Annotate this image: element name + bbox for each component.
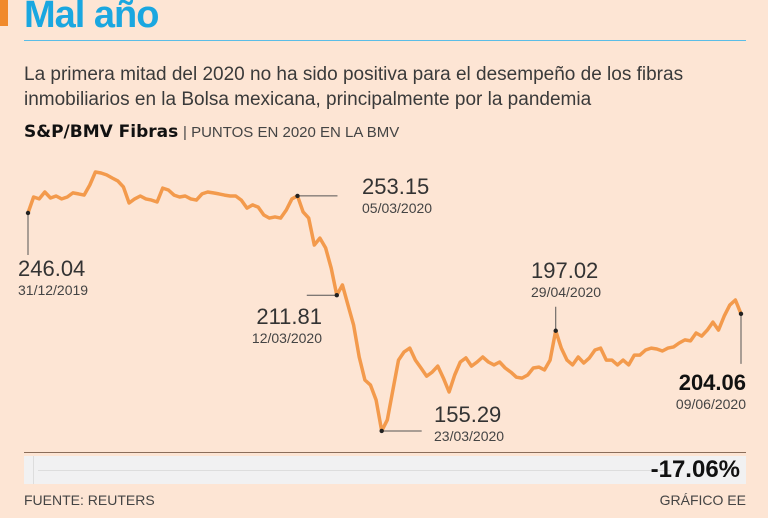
- bottom-divider: [24, 452, 746, 453]
- annotation-date: 12/03/2020: [251, 330, 322, 346]
- annotation-rebound: 197.02 29/04/2020: [531, 258, 601, 300]
- page-title: Mal año: [24, 0, 159, 36]
- annotation-point: [553, 328, 558, 333]
- chart-title-row: S&P/BMV Fibras | PUNTOS EN 2020 EN LA BM…: [24, 122, 399, 142]
- bar-tick: [33, 456, 34, 484]
- annotation-start: 246.04 31/12/2019: [18, 256, 88, 298]
- annotation-value: 246.04: [18, 256, 86, 281]
- annotation-drop: 211.81 12/03/2020: [240, 304, 322, 346]
- annotation-date: 05/03/2020: [362, 200, 433, 216]
- change-bar: -17.06%: [24, 456, 746, 484]
- annotation-date: 23/03/2020: [434, 428, 505, 444]
- chart-title: S&P/BMV Fibras: [24, 122, 179, 142]
- annotation-end: 204.06 09/06/2020: [676, 370, 746, 412]
- annotation-point: [295, 193, 300, 199]
- annotation-date: 31/12/2019: [18, 282, 89, 298]
- annotation-value: 197.02: [531, 258, 599, 283]
- bar-line: [38, 470, 670, 471]
- annotation-value: 253.15: [362, 174, 430, 199]
- annotation-point: [379, 428, 384, 434]
- title-accent: [0, 0, 8, 26]
- annotation-point: [738, 311, 744, 317]
- annotation-peak: 253.15 05/03/2020: [362, 174, 432, 216]
- annotation-point: [25, 210, 31, 216]
- annotation-date: 29/04/2020: [531, 284, 602, 300]
- annotation-value: 155.29: [434, 402, 502, 427]
- annotation-point: [334, 293, 339, 298]
- credit: GRÁFICO EE: [659, 492, 746, 508]
- subtitle: La primera mitad del 2020 no ha sido pos…: [24, 64, 684, 110]
- title-divider: [24, 40, 746, 41]
- annotation-low: 155.29 23/03/2020: [434, 402, 504, 444]
- chart-subtitle: | PUNTOS EN 2020 EN LA BMV: [183, 124, 400, 141]
- source: FUENTE: REUTERS: [24, 492, 155, 508]
- annotation-value: 204.06: [678, 370, 746, 395]
- annotation-date: 09/06/2020: [675, 396, 746, 412]
- annotation-value: 211.81: [256, 304, 322, 329]
- change-percent: -17.06%: [650, 456, 740, 483]
- series-line: [26, 170, 743, 433]
